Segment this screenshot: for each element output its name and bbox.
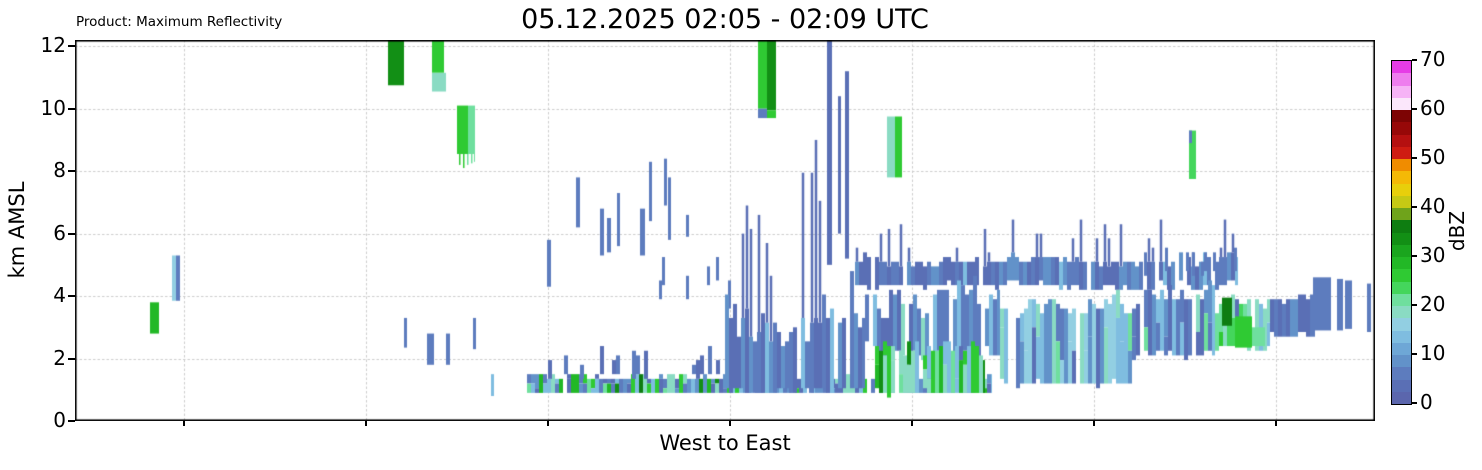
x-tick-mark (729, 421, 731, 426)
x-tick-mark (183, 421, 185, 426)
colorbar-segment (1392, 257, 1411, 270)
colorbar-segment (1392, 122, 1411, 135)
y-tick-mark (68, 107, 75, 110)
colorbar-tick-mark (1412, 59, 1417, 61)
y-tick-mark (68, 295, 75, 298)
colorbar-segment (1392, 61, 1411, 74)
colorbar-segment (1392, 159, 1411, 172)
y-tick-mark (68, 420, 75, 422)
y-tick-label: 4 (53, 283, 66, 308)
colorbar-label: dBZ (1445, 210, 1469, 252)
colorbar-tick-mark (1412, 402, 1417, 404)
colorbar-tick-label: 70 (1420, 47, 1446, 72)
colorbar-segment (1392, 195, 1411, 208)
x-tick-mark (365, 421, 367, 426)
y-tick-label: 2 (53, 345, 66, 370)
colorbar-tick-label: 10 (1420, 341, 1446, 366)
colorbar-segment (1392, 391, 1411, 404)
colorbar-tick-label: 60 (1420, 96, 1446, 121)
colorbar-segment (1392, 281, 1411, 294)
colorbar-segment (1392, 134, 1411, 147)
y-tick-mark (68, 232, 75, 235)
y-tick-mark (68, 170, 75, 173)
y-tick-label: 10 (40, 95, 66, 120)
colorbar-tick-label: 20 (1420, 292, 1446, 317)
plot-canvas (75, 40, 1375, 421)
colorbar-tick-mark (1412, 206, 1417, 208)
colorbar-segment (1392, 110, 1411, 123)
chart-title: 05.12.2025 02:05 - 02:09 UTC (521, 4, 929, 35)
product-label: Product: Maximum Reflectivity (76, 14, 283, 30)
colorbar-tick-mark (1412, 255, 1417, 257)
colorbar-tick-mark (1412, 304, 1417, 306)
x-tick-mark (1275, 421, 1277, 426)
colorbar-tick-label: 40 (1420, 194, 1446, 219)
colorbar-segment (1392, 306, 1411, 319)
x-tick-mark (911, 421, 913, 426)
colorbar-segment (1392, 97, 1411, 110)
colorbar-segment (1392, 269, 1411, 282)
y-tick-label: 12 (40, 33, 66, 58)
colorbar (1391, 60, 1412, 405)
colorbar-segment (1392, 232, 1411, 245)
colorbar-tick-label: 50 (1420, 145, 1446, 170)
colorbar-tick-mark (1412, 353, 1417, 355)
colorbar-segment (1392, 342, 1411, 355)
y-tick-mark (68, 45, 75, 48)
colorbar-segment (1392, 73, 1411, 86)
colorbar-tick-label: 0 (1420, 390, 1433, 415)
colorbar-segment (1392, 171, 1411, 184)
x-tick-mark (547, 421, 549, 426)
colorbar-segment (1392, 146, 1411, 159)
y-tick-label: 8 (53, 158, 66, 183)
colorbar-tick-label: 30 (1420, 243, 1446, 268)
colorbar-segment (1392, 244, 1411, 257)
colorbar-segment (1392, 355, 1411, 368)
colorbar-segment (1392, 379, 1411, 392)
colorbar-segment (1392, 330, 1411, 343)
colorbar-segment (1392, 220, 1411, 233)
x-tick-mark (1093, 421, 1095, 426)
colorbar-tick-mark (1412, 157, 1417, 159)
colorbar-segment (1392, 293, 1411, 306)
colorbar-segment (1392, 183, 1411, 196)
y-axis-label: km AMSL (5, 181, 29, 279)
colorbar-segment (1392, 318, 1411, 331)
colorbar-segment (1392, 208, 1411, 221)
colorbar-segment (1392, 367, 1411, 380)
y-tick-label: 0 (53, 408, 66, 433)
y-tick-label: 6 (53, 220, 66, 245)
colorbar-segment (1392, 85, 1411, 98)
y-tick-mark (68, 357, 75, 360)
colorbar-tick-mark (1412, 108, 1417, 110)
x-axis-label: West to East (659, 431, 791, 455)
